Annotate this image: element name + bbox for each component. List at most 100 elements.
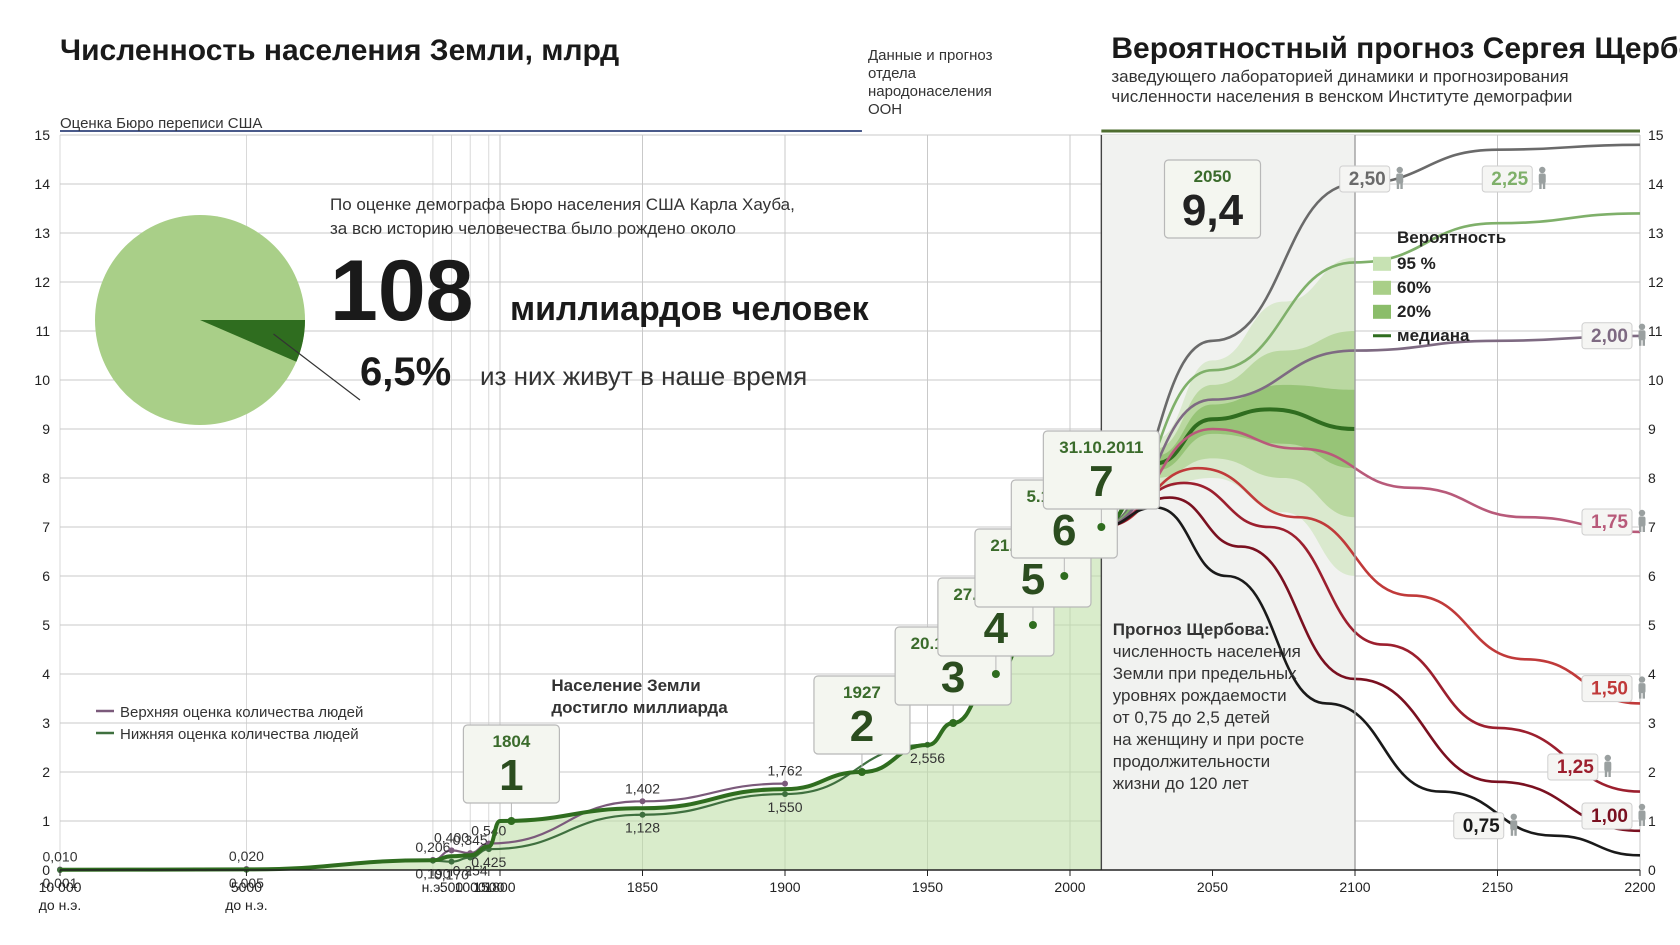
x-tick-sub: до н.э. (39, 897, 82, 913)
milestone-value: 7 (1089, 457, 1113, 506)
y-tick-right: 2 (1648, 764, 1656, 780)
lower-est-value: 1,550 (767, 799, 802, 815)
forecast-title: Вероятностный прогноз Сергея Щербова, (1111, 32, 1680, 65)
scherbov-note-line: Прогноз Щербова: (1113, 620, 1270, 639)
milestone-value: 1 (499, 751, 523, 800)
y-tick: 13 (34, 225, 50, 241)
fertility-label: 2,25 (1491, 169, 1528, 190)
milestone-date: 31.10.2011 (1059, 438, 1143, 457)
un-note: ООН (868, 101, 902, 118)
y-tick-right: 13 (1648, 225, 1664, 241)
upper-est-value: 1,402 (625, 780, 660, 796)
x-tick: 2150 (1482, 879, 1513, 895)
milestone-value: 6 (1052, 506, 1076, 555)
x-tick: 2050 (1197, 879, 1228, 895)
x-tick: 5000 (231, 879, 262, 895)
prob-legend-item: 95 % (1397, 254, 1436, 273)
x-tick: 1950 (912, 879, 943, 895)
upper-est-value: 0,010 (42, 849, 77, 865)
x-tick: 1800 (484, 879, 515, 895)
forecast-sub: заведующего лабораторией динамики и прог… (1111, 67, 1568, 86)
y-tick-right: 6 (1648, 568, 1656, 584)
y-tick: 1 (42, 813, 50, 829)
upper-est-value: 0,540 (471, 823, 506, 839)
y-tick: 6 (42, 568, 50, 584)
un-note: народонаселения (868, 83, 992, 100)
callout-65-pct: 6,5% (360, 350, 451, 394)
y-tick-right: 15 (1648, 127, 1664, 143)
un-note: отдела (868, 65, 917, 82)
milestone-value: 9,4 (1182, 186, 1244, 235)
y-tick: 7 (42, 519, 50, 535)
milestone-value: 4 (984, 604, 1009, 653)
fertility-label: 1,75 (1591, 512, 1628, 533)
callout-108-big: 108 (330, 243, 474, 339)
y-tick: 12 (34, 274, 50, 290)
milestone-value: 3 (941, 653, 965, 702)
y-tick: 5 (42, 617, 50, 633)
lower-est-value: 0,425 (471, 854, 506, 870)
x-tick: 1850 (627, 879, 658, 895)
y-tick: 8 (42, 470, 50, 486)
x-tick: 2100 (1339, 879, 1370, 895)
upper-est-value: 0,020 (229, 848, 264, 864)
y-tick: 15 (34, 127, 50, 143)
y-tick: 14 (34, 176, 50, 192)
callout-108-line: По оценке демографа Бюро населения США К… (330, 195, 795, 214)
y-tick-right: 1 (1648, 813, 1656, 829)
y-tick: 4 (42, 666, 50, 682)
milestone1-caption: Население Земли (551, 676, 700, 695)
y-tick-right: 12 (1648, 274, 1664, 290)
un-note: Данные и прогноз (868, 47, 993, 64)
population-infographic: 0011223344556677889910101111121213131414… (0, 0, 1680, 945)
scherbov-note-line: жизни до 120 лет (1113, 774, 1249, 793)
legend-upper-est: Верхняя оценка количества людей (120, 704, 363, 721)
callout-108-line: за всю историю человечества было рождено… (330, 219, 736, 238)
fertility-label: 2,00 (1591, 326, 1628, 347)
fertility-label: 1,25 (1557, 757, 1594, 778)
callout-65-suffix: из них живут в наше время (480, 361, 807, 391)
y-tick: 11 (35, 323, 50, 339)
milestone-date: 1927 (843, 683, 881, 702)
y-tick-right: 5 (1648, 617, 1656, 633)
scherbov-note-line: от 0,75 до 2,5 детей (1113, 708, 1270, 727)
callout-108-suffix: миллиардов человек (510, 290, 870, 328)
main-title: Численность населения Земли, млрд (60, 34, 619, 67)
x-tick: 1900 (769, 879, 800, 895)
y-tick-right: 4 (1648, 666, 1656, 682)
prob-legend-item: 20% (1397, 302, 1431, 321)
scherbov-note-line: уровнях рождаемости (1113, 686, 1287, 705)
lower-est-value: 2,556 (910, 750, 945, 766)
milestone-date: 1804 (492, 732, 530, 751)
x-tick: 2000 (1054, 879, 1085, 895)
milestone-value: 2 (850, 702, 874, 751)
census-note: Оценка Бюро переписи США (60, 115, 262, 132)
y-tick: 3 (42, 715, 50, 731)
x-tick: 10 000 (39, 879, 82, 895)
y-tick-right: 9 (1648, 421, 1656, 437)
y-tick-right: 8 (1648, 470, 1656, 486)
x-tick: 2200 (1624, 879, 1655, 895)
prob-legend-title: Вероятность (1397, 228, 1506, 247)
y-tick-right: 7 (1648, 519, 1656, 535)
fertility-label: 2,50 (1349, 169, 1386, 190)
prob-legend-item: 60% (1397, 278, 1431, 297)
milestone-value: 5 (1021, 555, 1045, 604)
x-tick-sub: до н.э. (225, 897, 268, 913)
y-tick: 9 (42, 421, 50, 437)
lower-est-value: 1,128 (625, 820, 660, 836)
legend-lower-est: Нижняя оценка количества людей (120, 726, 359, 743)
scherbov-note-line: на женщину и при росте (1113, 730, 1304, 749)
fertility-label: 0,75 (1463, 816, 1500, 837)
upper-est-value: 1,762 (767, 763, 802, 779)
chart-svg: 0011223344556677889910101111121213131414… (0, 0, 1680, 945)
milestone1-caption: достигло миллиарда (551, 698, 728, 717)
y-tick-right: 0 (1648, 862, 1656, 878)
y-tick-right: 11 (1648, 323, 1663, 339)
y-tick-right: 3 (1648, 715, 1656, 731)
y-tick-right: 10 (1648, 372, 1664, 388)
y-tick: 2 (42, 764, 50, 780)
prob-legend-item: медиана (1397, 326, 1470, 345)
scherbov-note-line: численность населения (1113, 642, 1301, 661)
scherbov-note-line: продолжительности (1113, 752, 1270, 771)
